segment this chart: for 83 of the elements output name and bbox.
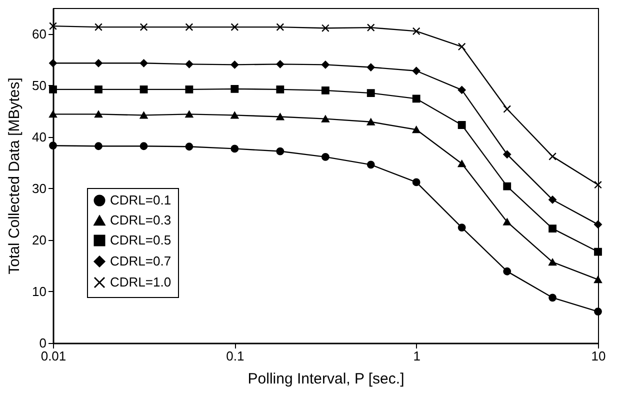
- point: [94, 85, 102, 94]
- legend-label: CDRL=0.7: [110, 254, 172, 268]
- point: [594, 248, 602, 256]
- point: [321, 60, 330, 69]
- x-axis-title: Polling Interval, P [sec.]: [248, 370, 404, 388]
- point: [49, 85, 57, 94]
- legend-label: CDRL=0.5: [110, 232, 172, 248]
- point: [185, 110, 194, 118]
- point: [594, 276, 602, 284]
- point: [594, 180, 602, 189]
- point: [185, 60, 194, 68]
- point: [548, 152, 556, 160]
- point: [140, 23, 148, 32]
- point: [49, 110, 57, 118]
- point: [366, 24, 375, 32]
- point: [412, 178, 420, 186]
- point: [412, 27, 420, 36]
- point: [458, 224, 466, 232]
- point: [594, 308, 602, 316]
- point: [503, 182, 512, 190]
- point: [276, 147, 284, 156]
- point: [321, 86, 330, 94]
- point: [49, 142, 57, 150]
- point: [458, 121, 466, 129]
- x-tick-label: 10: [591, 348, 606, 364]
- point: [185, 85, 194, 94]
- legend-label: CDRL=0.3: [110, 212, 172, 228]
- point: [276, 60, 284, 68]
- point: [140, 142, 148, 150]
- legend-label: CDRL=0.1: [110, 192, 172, 208]
- point: [140, 59, 148, 68]
- point: [321, 153, 330, 161]
- point: [276, 113, 284, 120]
- point: [548, 294, 556, 302]
- point: [276, 23, 284, 32]
- x-tick-label: 0.1: [226, 348, 244, 364]
- point: [503, 105, 512, 113]
- y-tick-label: 10: [32, 284, 46, 299]
- y-tick-label: 0: [39, 336, 46, 350]
- point: [230, 23, 239, 32]
- point: [548, 224, 556, 233]
- point: [140, 112, 148, 119]
- point: [230, 112, 239, 119]
- point: [458, 160, 466, 168]
- y-tick-label: 40: [32, 129, 46, 144]
- point: [185, 142, 194, 151]
- point: [49, 59, 57, 68]
- point: [366, 89, 375, 97]
- point: [94, 59, 102, 68]
- point: [503, 267, 512, 276]
- point: [366, 160, 375, 169]
- point: [366, 63, 375, 72]
- point: [548, 258, 556, 266]
- point: [366, 118, 375, 126]
- legend-label: CDRL=1.0: [110, 274, 172, 290]
- point: [94, 23, 102, 32]
- point: [321, 24, 330, 32]
- point: [548, 196, 556, 204]
- point: [412, 66, 420, 75]
- point: [140, 85, 148, 94]
- x-tick-label: 0.01: [40, 348, 66, 364]
- point: [185, 23, 194, 32]
- point: [412, 126, 420, 134]
- point: [594, 220, 602, 228]
- x-tick-label: 1: [413, 348, 420, 364]
- point: [94, 142, 102, 150]
- point: [321, 115, 330, 122]
- point: [458, 86, 466, 94]
- point: [230, 84, 239, 93]
- point: [230, 60, 239, 69]
- point: [94, 110, 102, 118]
- point: [230, 144, 239, 153]
- point: [503, 218, 512, 226]
- point: [503, 150, 512, 158]
- point: [49, 22, 57, 30]
- point: [412, 94, 420, 103]
- point: [458, 42, 466, 51]
- point: [276, 85, 284, 94]
- y-tick-label: 60: [32, 26, 46, 42]
- y-tick-label: 30: [32, 180, 46, 196]
- y-tick-label: 20: [32, 232, 46, 248]
- y-axis-title: Total Collected Data [MBytes]: [6, 78, 24, 274]
- y-tick-label: 50: [32, 78, 46, 93]
